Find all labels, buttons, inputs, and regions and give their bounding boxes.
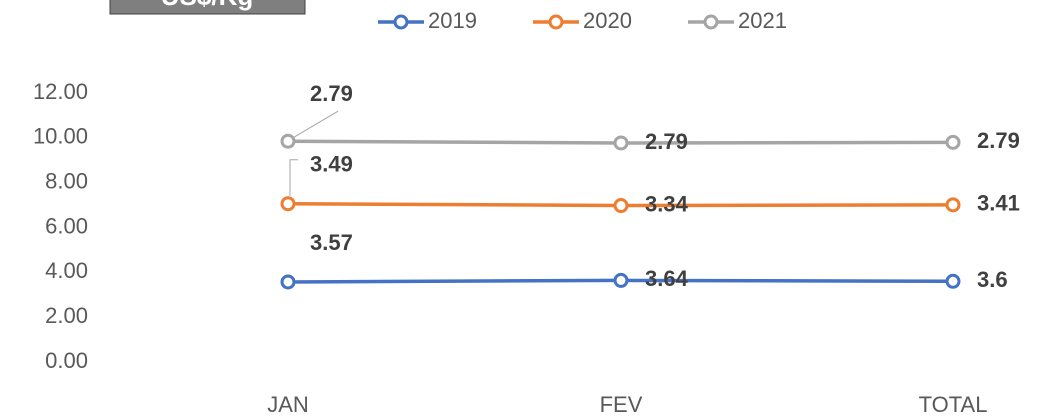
point (280, 196, 296, 212)
legend-marker (548, 14, 564, 30)
point (280, 274, 296, 290)
x-tick-label: TOTAL (919, 392, 988, 417)
point (613, 198, 629, 214)
legend-marker (393, 14, 409, 30)
point (945, 134, 961, 150)
legend-label: 2020 (583, 8, 632, 33)
x-tick-label: FEV (600, 392, 643, 417)
y-tick-label: 8.00 (45, 168, 88, 193)
point (613, 135, 629, 151)
y-tick-label: 10.00 (33, 124, 88, 149)
y-tick-label: 2.00 (45, 303, 88, 328)
y-tick-label: 4.00 (45, 258, 88, 283)
data-label: 3.57 (310, 230, 353, 255)
x-tick-label: JAN (267, 392, 309, 417)
point (945, 273, 961, 289)
y-tick-label: 6.00 (45, 213, 88, 238)
data-label: 3.41 (977, 191, 1020, 216)
chart-title: US$/Kg (161, 0, 253, 11)
data-label: 2.79 (977, 128, 1020, 153)
data-label: 3.49 (310, 152, 353, 177)
data-label: 2.79 (310, 81, 353, 106)
point (945, 197, 961, 213)
legend-label: 2021 (738, 8, 787, 33)
y-tick-label: 0.00 (45, 348, 88, 373)
y-tick-label: 12.00 (33, 79, 88, 104)
data-label: 3.34 (645, 191, 689, 216)
point (613, 272, 629, 288)
legend-marker (703, 14, 719, 30)
point (280, 133, 296, 149)
data-label: 3.6 (977, 267, 1008, 292)
title-box (109, 0, 306, 15)
data-label: 3.64 (645, 266, 689, 291)
data-label: 2.79 (645, 129, 688, 154)
legend-label: 2019 (428, 8, 477, 33)
leader-line (293, 110, 339, 138)
leader-line (289, 159, 298, 196)
